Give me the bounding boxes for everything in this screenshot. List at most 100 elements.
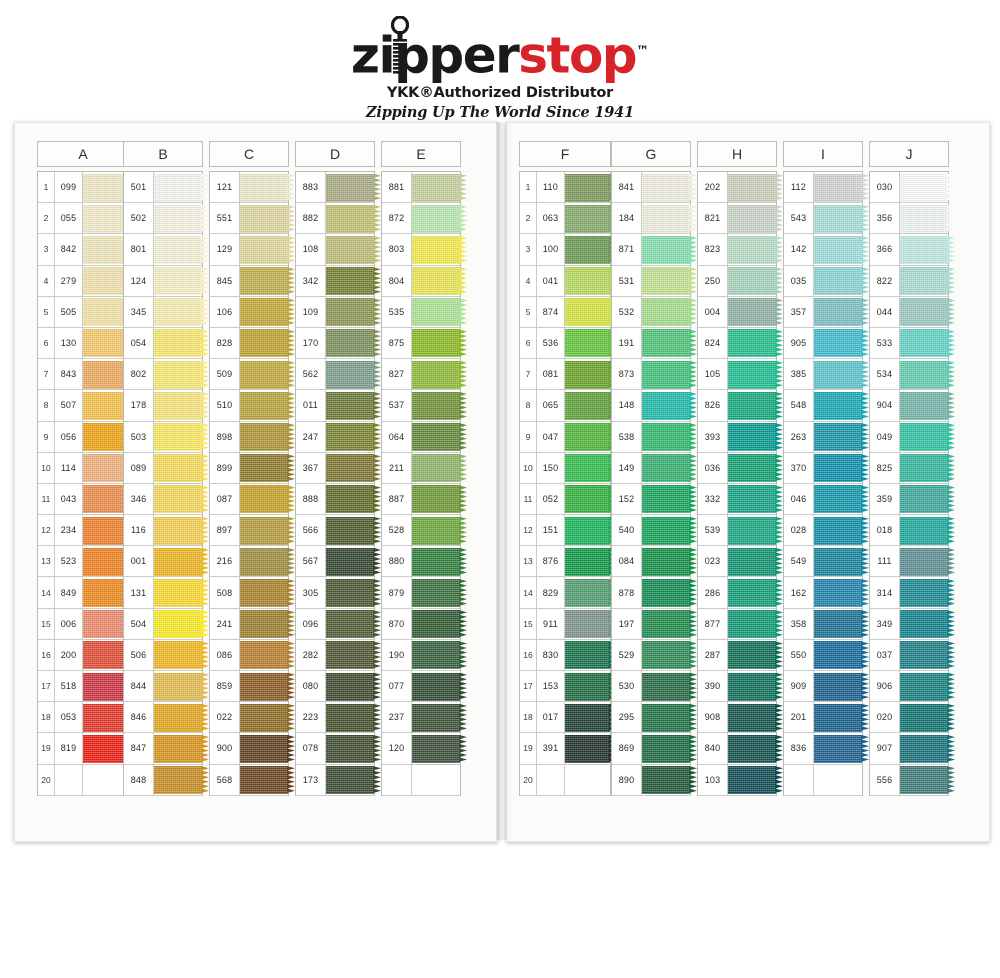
swatch-row[interactable]: 116 bbox=[124, 515, 209, 547]
swatch-row[interactable]: 18 017 bbox=[520, 702, 617, 734]
swatch-row[interactable]: 036 bbox=[698, 452, 783, 484]
color-swatch[interactable] bbox=[728, 577, 783, 608]
color-swatch[interactable] bbox=[728, 359, 783, 390]
color-swatch[interactable] bbox=[814, 265, 869, 296]
swatch-row[interactable]: 216 bbox=[210, 546, 295, 578]
color-swatch[interactable] bbox=[565, 733, 617, 764]
swatch-row[interactable]: 509 bbox=[210, 359, 295, 391]
color-swatch[interactable] bbox=[642, 546, 697, 577]
color-swatch[interactable] bbox=[642, 702, 697, 733]
color-swatch[interactable] bbox=[814, 515, 869, 546]
color-swatch[interactable] bbox=[154, 546, 209, 577]
swatch-row[interactable]: 345 bbox=[124, 296, 209, 328]
swatch-row[interactable]: 506 bbox=[124, 639, 209, 671]
swatch-row[interactable]: 086 bbox=[210, 639, 295, 671]
swatch-row[interactable]: 844 bbox=[124, 671, 209, 703]
swatch-row[interactable]: 847 bbox=[124, 733, 209, 765]
color-swatch[interactable] bbox=[412, 546, 467, 577]
color-swatch[interactable] bbox=[728, 203, 783, 234]
color-swatch[interactable] bbox=[900, 390, 955, 421]
color-swatch[interactable] bbox=[900, 359, 955, 390]
swatch-row[interactable]: 11 052 bbox=[520, 483, 617, 516]
swatch-row[interactable]: 528 bbox=[382, 515, 467, 547]
color-swatch[interactable] bbox=[565, 608, 617, 639]
color-swatch[interactable] bbox=[412, 421, 467, 452]
swatch-row[interactable]: 15 911 bbox=[520, 608, 617, 640]
swatch-row[interactable]: 3 842 bbox=[38, 234, 135, 266]
color-swatch[interactable] bbox=[814, 577, 869, 608]
swatch-row[interactable]: 18 053 bbox=[38, 702, 135, 734]
swatch-row[interactable]: 286 bbox=[698, 577, 783, 609]
swatch-row[interactable]: 881 bbox=[382, 172, 467, 204]
swatch-row[interactable]: 103 bbox=[698, 764, 783, 796]
swatch-row[interactable]: 845 bbox=[210, 265, 295, 297]
swatch-row[interactable]: 023 bbox=[698, 546, 783, 578]
swatch-row[interactable]: 1 110 bbox=[520, 172, 617, 204]
swatch-row[interactable]: 804 bbox=[382, 265, 467, 297]
color-swatch[interactable] bbox=[83, 546, 135, 577]
swatch-row[interactable]: 567 bbox=[296, 546, 381, 578]
swatch-row[interactable]: 20 bbox=[38, 764, 128, 796]
color-swatch[interactable] bbox=[154, 296, 209, 327]
color-swatch[interactable] bbox=[565, 203, 617, 234]
swatch-row[interactable]: 197 bbox=[612, 608, 697, 640]
color-swatch[interactable] bbox=[326, 764, 381, 795]
swatch-row[interactable]: 12 234 bbox=[38, 515, 135, 547]
color-swatch[interactable] bbox=[728, 515, 783, 546]
color-swatch[interactable] bbox=[728, 327, 783, 359]
swatch-row[interactable]: 828 bbox=[210, 327, 295, 360]
color-swatch[interactable] bbox=[154, 265, 209, 296]
swatch-row[interactable]: 148 bbox=[612, 390, 697, 422]
swatch-row[interactable]: 1 099 bbox=[38, 172, 135, 204]
swatch-row[interactable]: 366 bbox=[870, 234, 955, 266]
color-swatch[interactable] bbox=[412, 390, 467, 421]
color-swatch[interactable] bbox=[83, 702, 135, 733]
color-swatch[interactable] bbox=[900, 234, 955, 265]
swatch-row[interactable]: 223 bbox=[296, 702, 381, 734]
swatch-row[interactable]: 907 bbox=[870, 733, 955, 765]
color-swatch[interactable] bbox=[326, 452, 381, 483]
color-swatch[interactable] bbox=[83, 296, 135, 327]
color-swatch[interactable] bbox=[240, 327, 295, 359]
swatch-row[interactable]: 870 bbox=[382, 608, 467, 640]
color-swatch[interactable] bbox=[240, 234, 295, 265]
color-swatch[interactable] bbox=[412, 359, 467, 390]
swatch-row[interactable]: 888 bbox=[296, 483, 381, 516]
swatch-row[interactable] bbox=[382, 764, 460, 796]
color-swatch[interactable] bbox=[154, 733, 209, 764]
color-swatch[interactable] bbox=[642, 483, 697, 515]
color-swatch[interactable] bbox=[900, 546, 955, 577]
swatch-row[interactable]: 9 047 bbox=[520, 421, 617, 453]
color-swatch[interactable] bbox=[412, 452, 467, 483]
color-swatch[interactable] bbox=[412, 702, 467, 733]
swatch-row[interactable]: 390 bbox=[698, 671, 783, 703]
swatch-row[interactable]: 064 bbox=[382, 421, 467, 453]
swatch-row[interactable]: 535 bbox=[382, 296, 467, 328]
swatch-row[interactable]: 556 bbox=[870, 764, 955, 796]
color-swatch[interactable] bbox=[412, 327, 467, 359]
color-swatch[interactable] bbox=[900, 639, 955, 670]
swatch-row[interactable]: 14 849 bbox=[38, 577, 135, 609]
swatch-row[interactable]: 111 bbox=[870, 546, 955, 578]
color-swatch[interactable] bbox=[326, 639, 381, 670]
color-swatch[interactable] bbox=[642, 452, 697, 483]
swatch-row[interactable]: 046 bbox=[784, 483, 869, 516]
swatch-row[interactable]: 077 bbox=[382, 671, 467, 703]
swatch-row[interactable]: 202 bbox=[698, 172, 783, 204]
swatch-row[interactable]: 17 518 bbox=[38, 671, 135, 703]
swatch-row[interactable]: 890 bbox=[612, 764, 697, 796]
swatch-row[interactable]: 349 bbox=[870, 608, 955, 640]
swatch-row[interactable]: 848 bbox=[124, 764, 209, 796]
swatch-row[interactable]: 873 bbox=[612, 359, 697, 391]
color-swatch[interactable] bbox=[565, 483, 617, 515]
color-swatch[interactable] bbox=[326, 234, 381, 265]
color-swatch[interactable] bbox=[728, 639, 783, 670]
swatch-row[interactable]: 7 843 bbox=[38, 359, 135, 391]
swatch-row[interactable]: 539 bbox=[698, 515, 783, 547]
swatch-row[interactable]: 822 bbox=[870, 265, 955, 297]
color-swatch[interactable] bbox=[154, 764, 209, 795]
color-swatch[interactable] bbox=[642, 671, 697, 702]
color-swatch[interactable] bbox=[412, 577, 467, 608]
color-swatch[interactable] bbox=[900, 483, 955, 515]
color-swatch[interactable] bbox=[565, 577, 617, 608]
